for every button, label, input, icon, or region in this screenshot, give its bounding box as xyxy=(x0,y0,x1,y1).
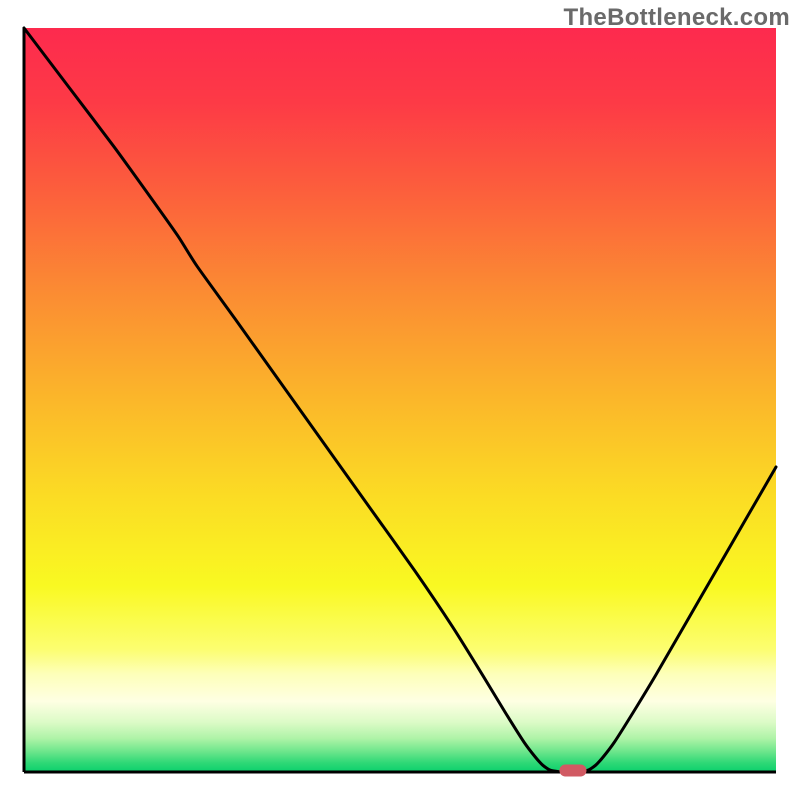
watermark: TheBottleneck.com xyxy=(564,4,790,32)
bottleneck-line-chart xyxy=(0,0,800,800)
chart-container: TheBottleneck.com xyxy=(0,0,800,800)
optimal-marker xyxy=(559,765,586,777)
